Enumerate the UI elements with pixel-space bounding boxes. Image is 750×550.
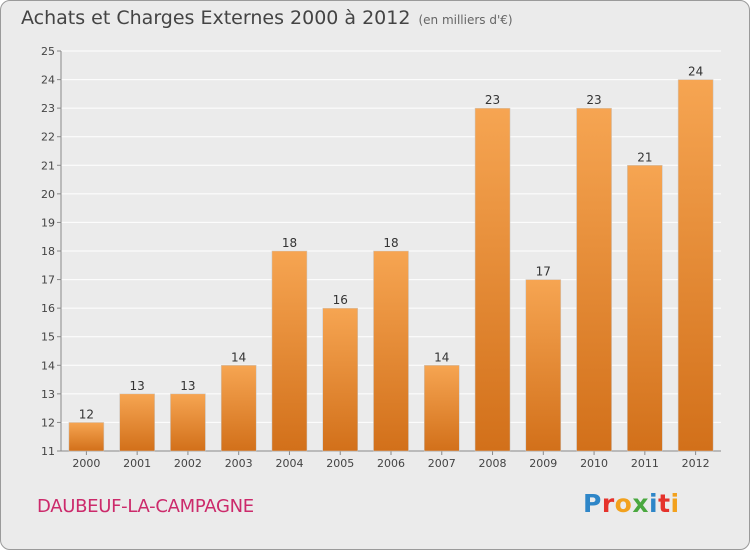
x-tick-label: 2000 bbox=[72, 457, 100, 470]
y-tick-label: 19 bbox=[41, 216, 55, 229]
x-tick-label: 2008 bbox=[479, 457, 507, 470]
bar bbox=[525, 279, 562, 452]
x-tick-label: 2002 bbox=[174, 457, 202, 470]
bar-value-label: 14 bbox=[231, 350, 246, 364]
bar bbox=[474, 107, 511, 452]
y-tick-label: 17 bbox=[41, 274, 55, 287]
y-tick-label: 15 bbox=[41, 331, 55, 344]
bar-value-label: 23 bbox=[586, 93, 601, 107]
x-tick-label: 2011 bbox=[631, 457, 659, 470]
bar bbox=[271, 250, 308, 452]
bar-value-label: 17 bbox=[536, 265, 551, 279]
x-tick-label: 2003 bbox=[225, 457, 253, 470]
proxiti-logo[interactable]: Proxiti bbox=[583, 489, 680, 518]
bar bbox=[220, 365, 257, 452]
y-tick-label: 16 bbox=[41, 302, 55, 315]
bar bbox=[170, 393, 206, 452]
bar-value-label: 23 bbox=[485, 93, 500, 107]
bar-value-label: 24 bbox=[688, 65, 703, 79]
bar-value-label: 14 bbox=[434, 350, 449, 364]
logo-letter: x bbox=[632, 489, 649, 518]
bar-value-label: 16 bbox=[333, 293, 348, 307]
y-tick-label: 12 bbox=[41, 416, 55, 429]
x-tick-label: 2007 bbox=[428, 457, 456, 470]
bar bbox=[373, 250, 409, 452]
x-tick-label: 2006 bbox=[377, 457, 405, 470]
x-tick-label: 2009 bbox=[529, 457, 557, 470]
y-tick-label: 24 bbox=[41, 74, 55, 87]
logo-letter: t bbox=[658, 489, 671, 518]
y-tick-label: 11 bbox=[41, 445, 55, 458]
bars bbox=[68, 79, 714, 452]
x-tick-label: 2010 bbox=[580, 457, 608, 470]
commune-name: DAUBEUF-LA-CAMPAGNE bbox=[37, 496, 254, 517]
chart-title: Achats et Charges Externes 2000 à 2012 (e… bbox=[21, 7, 513, 29]
labels: 11 12 13 14 15 16 17 18 19 20 21 22 23 24 25 12 2000 13 20… bbox=[41, 45, 710, 470]
y-tick-label: 23 bbox=[41, 102, 55, 115]
bar bbox=[119, 393, 155, 452]
y-tick-label: 18 bbox=[41, 245, 55, 258]
x-tick-label: 2012 bbox=[682, 457, 710, 470]
y-tick-label: 13 bbox=[41, 388, 55, 401]
logo-letter: P bbox=[583, 489, 602, 518]
y-tick-label: 22 bbox=[41, 131, 55, 144]
bar bbox=[322, 307, 358, 452]
bar-value-label: 18 bbox=[282, 236, 297, 250]
logo-letter: i bbox=[649, 489, 659, 518]
bar-value-label: 13 bbox=[130, 379, 145, 393]
logo-letter: r bbox=[601, 489, 615, 518]
bar-value-label: 13 bbox=[180, 379, 195, 393]
bar-value-label: 21 bbox=[637, 150, 652, 164]
bar bbox=[576, 107, 612, 452]
bar-value-label: 18 bbox=[383, 236, 398, 250]
bar bbox=[677, 79, 714, 452]
y-tick-label: 20 bbox=[41, 188, 55, 201]
chart-title-text: Achats et Charges Externes 2000 à 2012 bbox=[21, 7, 411, 29]
bar bbox=[424, 365, 460, 452]
bar bbox=[68, 422, 105, 452]
chart-unit: (en milliers d'€) bbox=[418, 13, 513, 27]
x-tick-label: 2005 bbox=[326, 457, 354, 470]
y-tick-label: 21 bbox=[41, 159, 55, 172]
bar bbox=[627, 165, 663, 452]
x-tick-label: 2001 bbox=[123, 457, 151, 470]
x-tick-label: 2004 bbox=[275, 457, 303, 470]
y-tick-label: 14 bbox=[41, 359, 55, 372]
logo-letter: o bbox=[614, 489, 633, 518]
logo-letter: i bbox=[670, 489, 680, 518]
y-tick-label: 25 bbox=[41, 45, 55, 58]
bar-value-label: 12 bbox=[79, 407, 94, 421]
